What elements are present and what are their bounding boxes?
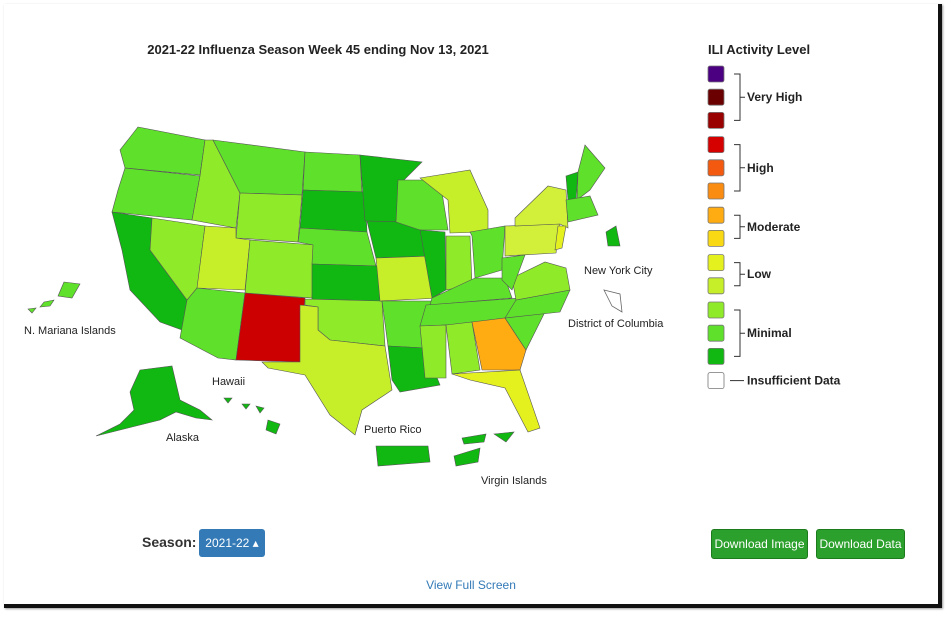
state [576,144,606,201]
download-image-button[interactable]: Download Image [711,529,808,559]
season-label: Season: [142,534,196,550]
virgin-islands [453,447,481,467]
legend-swatch [707,136,725,154]
territory-label: Puerto Rico [364,424,421,436]
state [419,324,447,379]
hawaii [241,403,251,410]
legend-swatch [707,112,725,129]
state [111,167,201,221]
state [565,171,579,201]
us-map [111,126,606,436]
state [514,185,569,229]
state [235,292,306,363]
virgin-islands [461,433,487,445]
legend-swatch [707,301,725,319]
hawaii [223,397,233,404]
legend-bracket [734,73,745,121]
legend-title: ILI Activity Level [708,42,810,57]
nyc [605,225,621,247]
legend-swatch [707,347,725,365]
legend-swatch [707,229,725,247]
legend-swatch [707,182,725,200]
state [554,225,567,251]
legend-label: Very High [747,90,802,104]
state [244,239,316,299]
legend-swatch [707,65,725,83]
legend-swatch [707,159,725,177]
state [119,126,206,176]
legend-label: Low [747,267,772,281]
legend-swatch [707,277,725,295]
full-screen-link[interactable]: View Full Screen [426,578,516,592]
dc [603,289,623,313]
territory-label: Alaska [166,432,200,444]
state [179,287,246,361]
season-value: 2021-22 [205,536,250,550]
legend-label: Moderate [747,220,801,234]
territory-label: New York City [584,265,653,277]
legend-swatch [707,324,725,342]
legend-bracket [734,144,745,192]
territories [27,225,623,467]
virgin-islands [493,431,515,443]
state [511,261,571,301]
state [501,254,526,291]
legend-label: Minimal [747,326,792,340]
state [299,189,368,233]
state [469,225,506,279]
state [261,304,393,436]
legend-swatch [707,254,725,272]
legend-swatch [707,372,725,390]
state [565,195,599,223]
state [471,317,527,371]
legend-label: Insufficient Data [747,374,841,388]
island [27,307,37,314]
legend-swatch [707,88,725,106]
legend-label: High [747,161,774,175]
territory-label: N. Mariana Islands [24,325,116,337]
state [311,263,381,302]
island [39,299,55,308]
legend-bracket [734,262,745,287]
alaska [95,365,213,437]
download-data-button[interactable]: Download Data [816,529,905,559]
hawaii [265,419,281,435]
puerto-rico [375,445,431,467]
state [504,223,561,257]
state [429,277,513,306]
state [302,151,363,193]
hawaii [255,405,265,414]
legend-bracket [734,309,745,357]
territory-label: District of Columbia [568,318,664,330]
territory-label: Virgin Islands [481,475,547,487]
state [445,321,481,375]
island [57,281,81,299]
map-title: 2021-22 Influenza Season Week 45 ending … [147,42,489,57]
season-select[interactable]: 2021-22 ▴ [199,529,265,557]
legend-swatch [707,206,725,224]
state [235,192,303,243]
legend-bracket [734,214,745,239]
state [451,369,541,433]
territory-label: Hawaii [212,376,245,388]
